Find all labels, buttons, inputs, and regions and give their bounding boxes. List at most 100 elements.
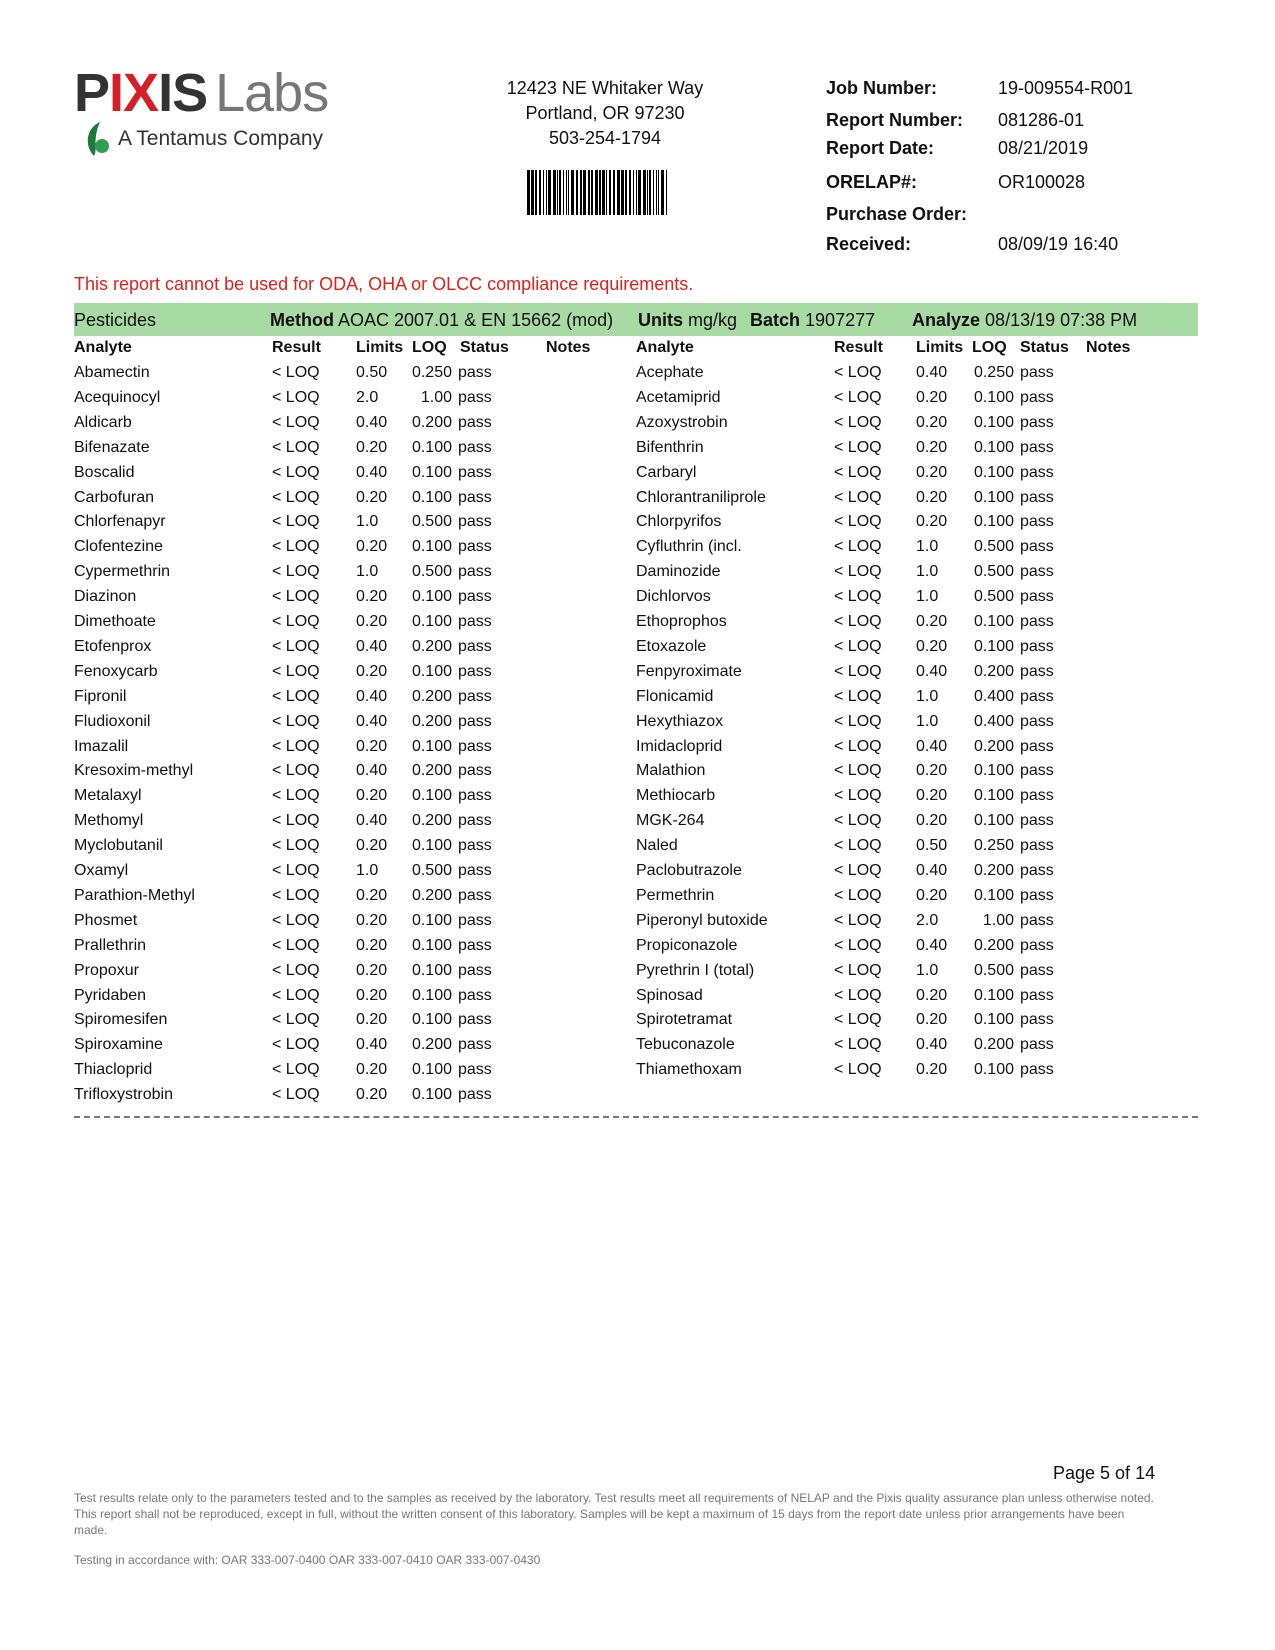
limit-value: 0.40 [356,712,388,730]
analyte-name: Propiconazole [636,936,738,954]
status-value: pass [458,1011,492,1029]
analyte-name: Oxamyl [74,862,129,879]
barcode-bar [666,170,667,215]
barcode-bar [656,170,657,215]
barcode-bar [571,170,574,215]
barcode-bar [557,170,558,215]
result-value: < LOQ [834,563,882,581]
status-value: pass [458,862,492,879]
loq-value: 0.200 [411,812,452,830]
barcode-bar [606,170,607,215]
loq-value: 0.100 [973,463,1014,481]
result-value: < LOQ [272,712,320,730]
limit-value: 1.0 [916,538,939,556]
barcode-bar [649,170,651,215]
table-end-divider [74,1116,1198,1118]
analyte-name: Flonicamid [636,687,714,705]
limit-value: 0.20 [916,1061,948,1079]
barcode-bar [583,170,586,215]
loq-value: 0.500 [411,563,452,581]
result-value: < LOQ [272,787,320,805]
barcode-bar [617,170,620,215]
barcode-bar [591,170,593,215]
info-label: Purchase Order: [826,204,968,224]
limit-value: 0.40 [916,662,948,680]
status-value: pass [1020,662,1054,680]
address-city: Portland, OR 97230 [525,103,685,123]
analyte-name: Cypermethrin [74,563,171,581]
result-value: < LOQ [272,388,320,406]
status-value: pass [1020,463,1054,481]
analyte-name: Etoxazole [636,637,707,655]
status-value: pass [458,886,492,904]
info-value: OR100028 [998,172,1086,192]
analyte-name: Propoxur [74,961,139,979]
loq-value: 0.200 [973,662,1014,680]
loq-value: 0.200 [411,762,452,780]
barcode-bar [531,170,534,215]
analyte-name: Thiacloprid [74,1061,153,1079]
analyte-name: Acequinocyl [74,388,161,406]
limit-value: 0.20 [356,787,388,805]
loq-value: 0.200 [973,862,1014,879]
barcode-bar [595,170,598,215]
analyte-name: Carbaryl [636,463,697,481]
loq-value: 0.100 [411,1086,452,1104]
analyze-label: Analyze [912,310,981,330]
loq-value: 0.500 [973,563,1014,581]
limit-value: 0.20 [916,438,948,456]
loq-value: 0.100 [411,588,452,606]
limit-value: 0.40 [356,687,388,705]
analyte-name: Thiamethoxam [636,1061,742,1079]
limit-value: 0.40 [356,762,388,780]
status-value: pass [458,588,492,606]
analyte-name: Abamectin [74,364,150,381]
analyte-name: Dimethoate [74,613,156,630]
limit-value: 0.40 [356,637,388,655]
method-label: Method [270,310,334,330]
limit-value: 0.20 [356,662,388,680]
loq-value: 0.250 [973,837,1014,855]
barcode-bar [527,170,530,215]
loq-value: 0.100 [411,488,452,506]
status-value: pass [1020,911,1054,929]
limit-value: 0.40 [916,936,948,954]
barcode-bar [602,170,605,215]
barcode-bar [599,170,601,215]
analyte-name: Acephate [636,364,704,381]
barcode-bar [609,170,611,215]
loq-value: 0.250 [411,364,452,381]
limit-value: 2.0 [916,911,939,929]
analyte-name: Spirotetramat [636,1011,733,1029]
result-value: < LOQ [834,712,882,730]
result-value: < LOQ [272,488,320,506]
result-value: < LOQ [834,787,882,805]
result-value: < LOQ [834,837,882,855]
limit-value: 1.0 [916,961,939,979]
barcode-bar [636,170,637,215]
limit-value: 0.40 [356,463,388,481]
result-value: < LOQ [834,413,882,431]
loq-value: 0.100 [411,662,452,680]
status-value: pass [458,637,492,655]
result-value: < LOQ [834,488,882,506]
analyte-name: Piperonyl butoxide [636,911,768,929]
batch-label: Batch [750,310,801,330]
status-value: pass [1020,812,1054,830]
compliance-warning: This report cannot be used for ODA, OHA … [74,274,694,294]
loq-value: 0.100 [973,388,1014,406]
status-value: pass [1020,1061,1054,1079]
loq-value: 0.100 [973,1061,1014,1079]
loq-value: 0.500 [973,588,1014,606]
limit-value: 0.20 [916,637,948,655]
analyte-name: Spiroxamine [74,1036,163,1054]
barcode-bar [621,170,624,215]
status-value: pass [458,762,492,780]
loq-value: 0.100 [973,886,1014,904]
limit-value: 0.20 [916,413,948,431]
limit-value: 0.20 [916,762,948,780]
result-value: < LOQ [272,1061,320,1079]
analyte-name: Parathion-Methyl [74,886,195,904]
method-value: AOAC 2007.01 & EN 15662 (mod) [338,310,614,330]
limit-value: 0.20 [356,986,388,1004]
